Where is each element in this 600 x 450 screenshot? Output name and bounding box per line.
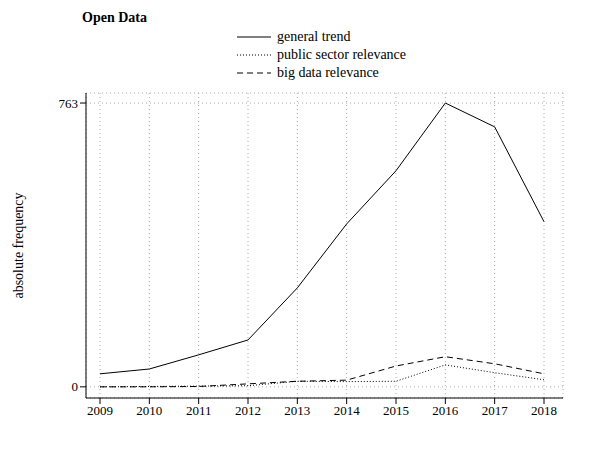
svg-text:2010: 2010 [136,403,162,418]
svg-text:2014: 2014 [334,403,361,418]
html-text:Open Data: Open Data [82,10,147,25]
html-text:general trend: general trend [277,29,351,44]
svg-text:2016: 2016 [432,403,459,418]
svg-text:763: 763 [59,96,79,111]
html-text:big data relevance: big data relevance [277,65,379,80]
html-text:public sector relevance: public sector relevance [277,47,406,62]
svg-text:2013: 2013 [284,403,310,418]
svg-text:absolute frequency: absolute frequency [11,192,26,298]
svg-text:2018: 2018 [531,403,557,418]
svg-text:2011: 2011 [186,403,212,418]
svg-text:2017: 2017 [482,403,509,418]
svg-text:0: 0 [72,379,79,394]
svg-text:2012: 2012 [235,403,261,418]
svg-text:2015: 2015 [383,403,409,418]
svg-text:2009: 2009 [87,403,113,418]
